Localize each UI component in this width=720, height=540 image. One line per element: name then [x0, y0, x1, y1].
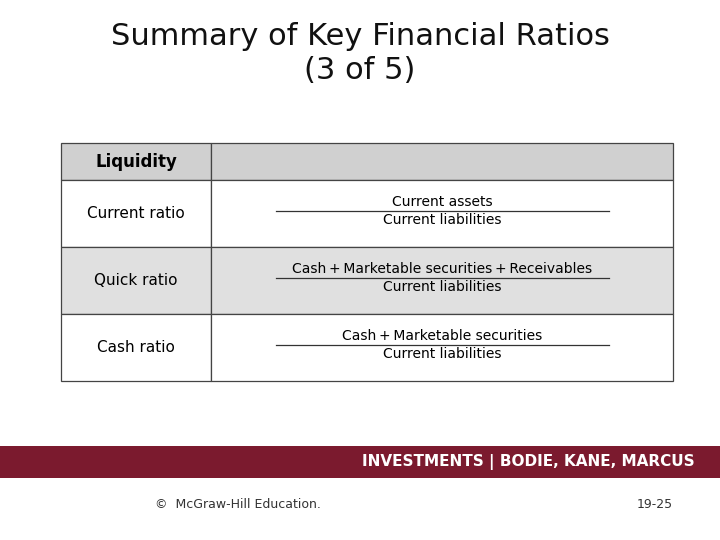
Text: Summary of Key Financial Ratios
(3 of 5): Summary of Key Financial Ratios (3 of 5) [111, 22, 609, 85]
Text: Liquidity: Liquidity [95, 152, 177, 171]
Bar [211, 247, 673, 314]
Text: Cash + Marketable securities: Cash + Marketable securities [342, 329, 542, 343]
Text: Quick ratio: Quick ratio [94, 273, 178, 288]
Text: Current assets: Current assets [392, 195, 492, 210]
Text: Cash + Marketable securities + Receivables: Cash + Marketable securities + Receivabl… [292, 262, 593, 276]
Text: Current ratio: Current ratio [87, 206, 185, 221]
Bar [211, 314, 673, 381]
Bar [211, 143, 673, 180]
Text: Current liabilities: Current liabilities [383, 213, 501, 227]
Text: 19-25: 19-25 [637, 498, 673, 511]
Text: Cash ratio: Cash ratio [97, 340, 175, 355]
Text: Current liabilities: Current liabilities [383, 347, 501, 361]
Text: INVESTMENTS | BODIE, KANE, MARCUS: INVESTMENTS | BODIE, KANE, MARCUS [362, 454, 695, 470]
Bar [211, 180, 673, 247]
Bar [61, 180, 211, 247]
Bar [0, 446, 720, 478]
Bar [61, 247, 211, 314]
Bar [61, 143, 211, 180]
Text: ©  McGraw-Hill Education.: © McGraw-Hill Education. [155, 498, 320, 511]
Text: Current liabilities: Current liabilities [383, 280, 501, 294]
Bar [61, 314, 211, 381]
